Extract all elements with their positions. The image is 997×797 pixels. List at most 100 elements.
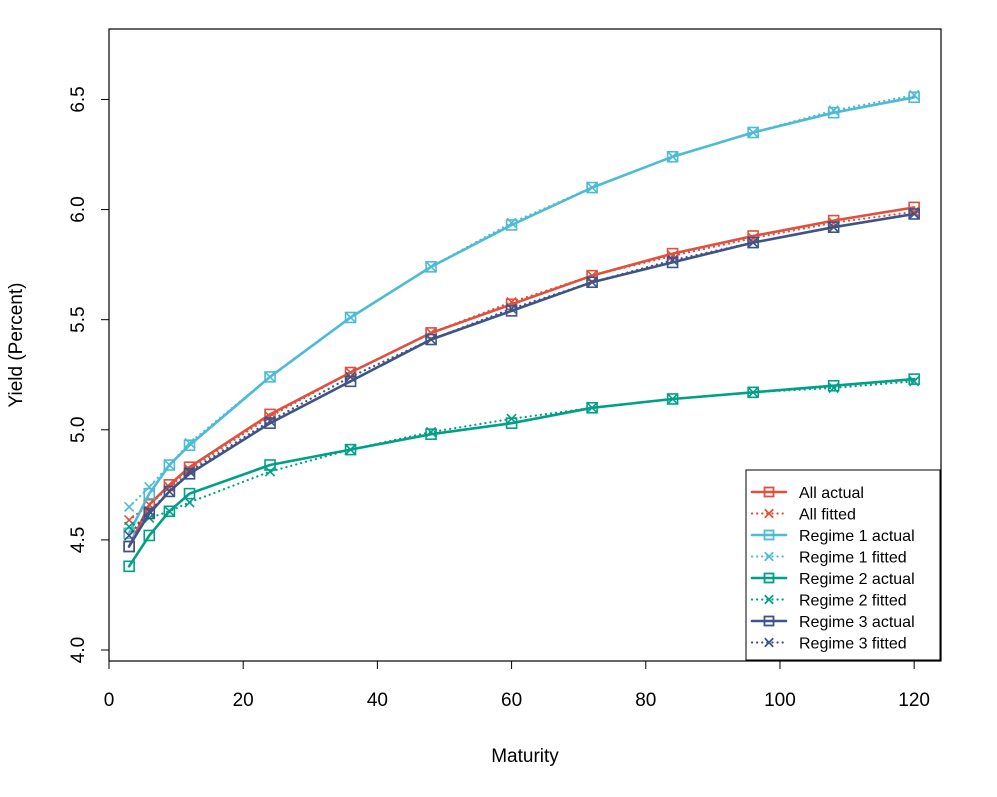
series-3 bbox=[123, 89, 920, 513]
data-point-10 bbox=[747, 127, 759, 138]
data-point-11 bbox=[828, 382, 839, 394]
data-point-2 bbox=[163, 505, 176, 518]
data-point-3 bbox=[184, 466, 195, 477]
data-point-2 bbox=[163, 459, 176, 471]
data-point-2 bbox=[163, 485, 176, 498]
data-point-3 bbox=[184, 437, 195, 449]
y-tick-label: 5.0 bbox=[68, 417, 89, 443]
data-point-0 bbox=[123, 540, 135, 553]
data-point-0 bbox=[123, 501, 135, 513]
data-point-4 bbox=[264, 408, 276, 421]
legend-marker bbox=[764, 637, 774, 648]
data-point-1 bbox=[143, 529, 156, 542]
data-point-3 bbox=[183, 468, 196, 480]
y-axis: 4.0 4.5 5.0 5.5 6.0 6.5 bbox=[68, 86, 110, 663]
data-point-3 bbox=[184, 497, 195, 508]
data-point-9 bbox=[667, 393, 678, 405]
y-tick-label: 6.5 bbox=[68, 86, 89, 112]
series-7 bbox=[123, 208, 920, 541]
x-tick-label: 20 bbox=[233, 690, 254, 711]
data-point-2 bbox=[164, 459, 175, 471]
data-point-5 bbox=[764, 594, 774, 605]
legend-label: All actual bbox=[799, 485, 864, 502]
data-point-12 bbox=[908, 373, 920, 385]
data-point-6 bbox=[425, 426, 437, 438]
legend-marker bbox=[763, 615, 775, 627]
data-point-3 bbox=[183, 439, 196, 451]
data-point-2 bbox=[763, 529, 775, 541]
series-layer bbox=[123, 89, 920, 573]
data-point-9 bbox=[667, 255, 678, 266]
x-axis-title: Maturity bbox=[491, 746, 559, 767]
x-tick-label: 80 bbox=[635, 690, 656, 711]
legend-item: Regime 1 actual bbox=[750, 528, 915, 545]
data-point-8 bbox=[586, 276, 598, 289]
x-axis: 0 20 40 60 80 100 120 bbox=[104, 660, 930, 711]
data-point-8 bbox=[586, 182, 598, 193]
series-5 bbox=[123, 376, 920, 532]
data-point-11 bbox=[827, 379, 840, 392]
data-point-10 bbox=[747, 230, 759, 242]
data-point-4 bbox=[264, 371, 276, 383]
data-point-2 bbox=[164, 506, 175, 517]
legend-label: Regime 3 actual bbox=[799, 614, 915, 631]
data-point-0 bbox=[763, 486, 775, 498]
data-point-7 bbox=[506, 303, 517, 314]
data-point-0 bbox=[123, 527, 135, 540]
data-point-7 bbox=[506, 413, 517, 424]
data-point-6 bbox=[425, 428, 437, 440]
data-point-4 bbox=[264, 411, 276, 422]
data-point-12 bbox=[908, 376, 920, 387]
data-point-12 bbox=[908, 89, 920, 101]
legend-marker bbox=[764, 594, 774, 605]
data-point-11 bbox=[827, 221, 840, 233]
data-point-6 bbox=[425, 261, 437, 273]
data-point-12 bbox=[908, 91, 920, 104]
legend-label: Regime 1 fitted bbox=[799, 550, 907, 567]
series-line bbox=[127, 96, 916, 535]
y-tick-label: 5.5 bbox=[68, 306, 89, 332]
x-tick-label: 0 bbox=[104, 690, 115, 711]
data-point-6 bbox=[425, 327, 437, 339]
data-point-5 bbox=[344, 311, 357, 324]
legend-item: Regime 3 actual bbox=[750, 614, 915, 631]
data-point-11 bbox=[827, 214, 840, 227]
data-point-5 bbox=[345, 371, 356, 383]
data-point-2 bbox=[164, 486, 175, 497]
y-tick-label: 4.0 bbox=[68, 637, 89, 663]
legend: All actual All fitted Regime 1 actual Regim… bbox=[745, 469, 941, 661]
y-tick-label: 6.0 bbox=[68, 196, 89, 222]
x-tick-label: 60 bbox=[501, 690, 522, 711]
legend-label: Regime 2 actual bbox=[799, 571, 915, 588]
data-point-12 bbox=[908, 208, 920, 220]
data-point-10 bbox=[747, 126, 759, 139]
data-point-7 bbox=[764, 637, 774, 648]
data-point-1 bbox=[144, 506, 155, 517]
legend-label: Regime 3 fitted bbox=[799, 636, 907, 653]
data-point-4 bbox=[264, 466, 276, 477]
legend-marker bbox=[764, 508, 774, 519]
data-point-5 bbox=[345, 444, 356, 455]
data-point-8 bbox=[586, 269, 598, 282]
legend-item: Regime 1 fitted bbox=[750, 550, 907, 567]
legend-marker bbox=[763, 529, 775, 541]
x-ticks: 0 20 40 60 80 100 120 bbox=[104, 661, 930, 711]
data-point-3 bbox=[183, 487, 196, 500]
data-point-12 bbox=[908, 208, 920, 220]
data-point-0 bbox=[123, 521, 135, 532]
data-point-9 bbox=[666, 150, 679, 163]
legend-item: Regime 2 fitted bbox=[750, 593, 907, 610]
x-tick-label: 120 bbox=[898, 690, 930, 711]
data-point-11 bbox=[828, 222, 839, 233]
data-point-4 bbox=[264, 415, 276, 427]
legend-label: Regime 2 fitted bbox=[799, 593, 907, 610]
data-point-4 bbox=[264, 459, 276, 471]
data-point-9 bbox=[666, 247, 679, 260]
data-point-10 bbox=[747, 387, 759, 398]
data-point-5 bbox=[345, 312, 356, 323]
data-point-6 bbox=[425, 261, 437, 272]
legend-marker bbox=[763, 486, 775, 498]
legend-item: Regime 2 actual bbox=[750, 571, 915, 588]
data-point-4 bbox=[763, 572, 775, 584]
